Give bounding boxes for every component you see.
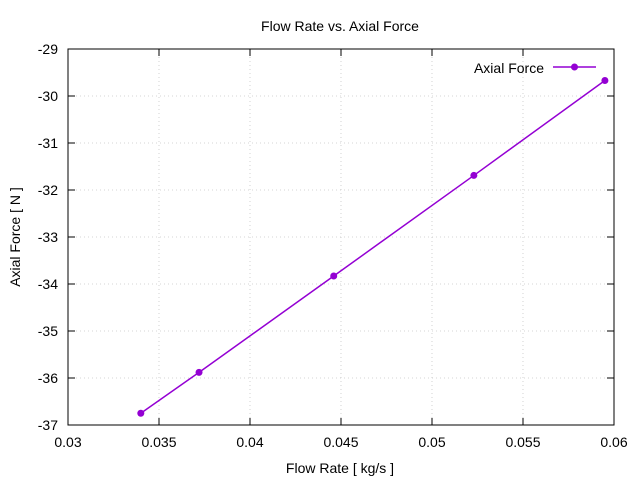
chart-title: Flow Rate vs. Axial Force xyxy=(261,18,419,34)
legend: Axial Force xyxy=(474,60,596,76)
y-tick-label: -35 xyxy=(38,323,58,339)
y-tick-label: -29 xyxy=(38,41,58,57)
data-point xyxy=(195,368,203,376)
data-point xyxy=(470,171,478,179)
y-tick-label: -32 xyxy=(38,182,58,198)
data-point xyxy=(601,76,609,84)
y-tick-label: -37 xyxy=(38,417,58,433)
y-axis-label: Axial Force [ N ] xyxy=(7,187,23,287)
series-line xyxy=(140,79,606,414)
x-tick-label: 0.055 xyxy=(505,434,540,450)
grid xyxy=(68,49,614,425)
x-axis-label: Flow Rate [ kg/s ] xyxy=(286,460,394,476)
y-tick-label: -31 xyxy=(38,135,58,151)
x-tick-label: 0.05 xyxy=(418,434,445,450)
x-tick-label: 0.03 xyxy=(54,434,81,450)
y-tick-label: -36 xyxy=(38,370,58,386)
x-tick-label: 0.045 xyxy=(323,434,358,450)
data-point xyxy=(330,272,338,280)
x-tick-label: 0.04 xyxy=(236,434,263,450)
y-tick-label: -30 xyxy=(38,88,58,104)
x-tick-label: 0.035 xyxy=(141,434,176,450)
y-tick-label: -33 xyxy=(38,229,58,245)
y-tick-label: -34 xyxy=(38,276,58,292)
data-point xyxy=(137,409,145,417)
series-layer xyxy=(137,76,609,417)
x-tick-label: 0.06 xyxy=(600,434,627,450)
legend-marker xyxy=(571,63,578,71)
axis-ticks: 0.03 0.035 0.04 0.045 0.05 0.055 0.06 -37 -36 -35… xyxy=(38,41,628,450)
legend-label: Axial Force xyxy=(474,60,544,76)
